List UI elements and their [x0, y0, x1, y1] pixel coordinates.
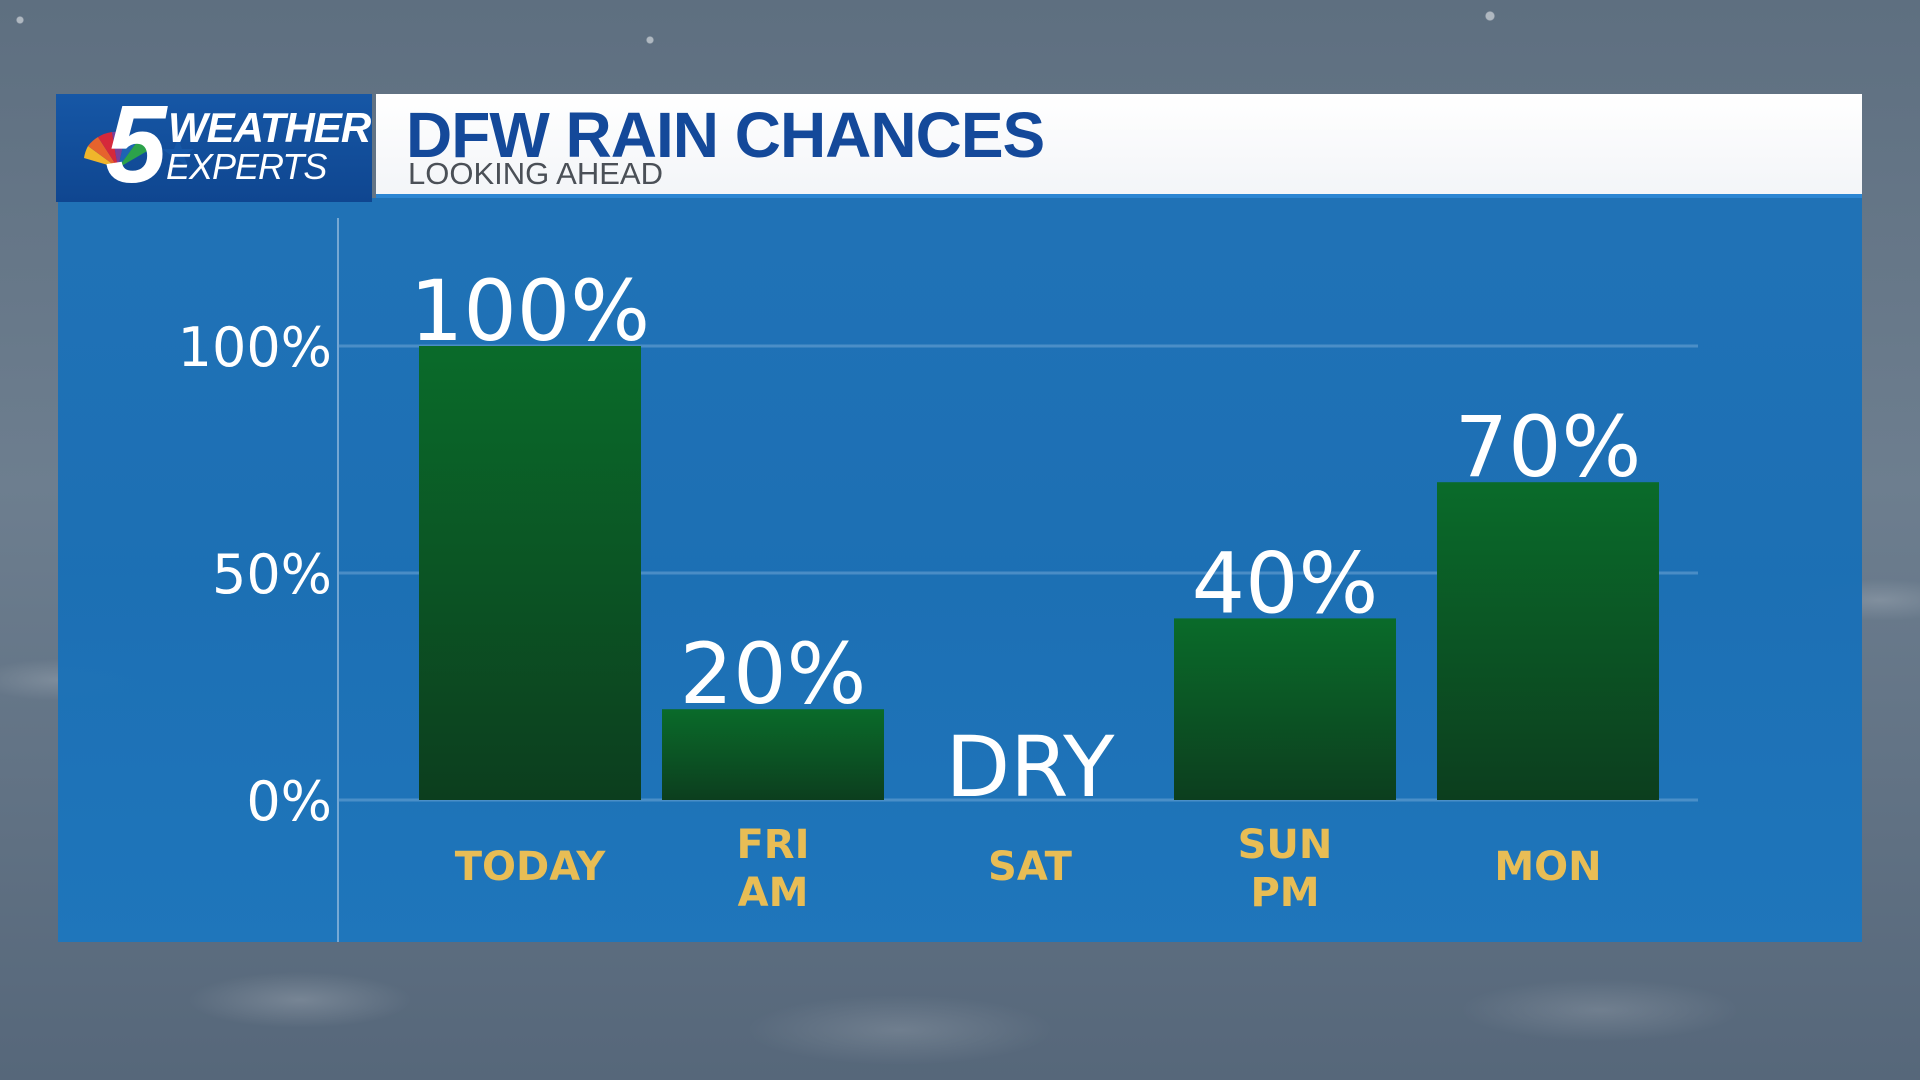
category-label: SUN PM — [1238, 822, 1333, 916]
logo-numeral: 5 — [105, 94, 168, 202]
station-logo: 5 WEATHER EXPERTS — [56, 94, 372, 202]
bar — [419, 346, 641, 800]
category-label: SAT — [988, 844, 1073, 890]
page-subtitle: LOOKING AHEAD — [408, 156, 663, 191]
category-label: FRI AM — [736, 822, 809, 916]
logo-experts-text: EXPERTS — [166, 146, 327, 187]
bar-value-label: 20% — [680, 625, 867, 723]
y-tick-label: 0% — [246, 770, 332, 833]
category-label: MON — [1494, 844, 1601, 890]
bar-value-label: 40% — [1192, 534, 1379, 632]
bar — [1174, 618, 1396, 800]
bar-value-label: 70% — [1455, 398, 1642, 496]
y-tick-label: 50% — [212, 543, 332, 606]
bar — [662, 709, 884, 800]
title-bar: DFW RAIN CHANCES LOOKING AHEAD — [376, 94, 1862, 198]
page-title: DFW RAIN CHANCES — [406, 99, 1045, 171]
logo-weather-text: WEATHER — [168, 104, 371, 151]
bar — [1437, 482, 1659, 800]
y-tick-label: 100% — [178, 316, 332, 379]
bar-value-label: 100% — [410, 262, 650, 360]
category-label: TODAY — [455, 844, 607, 890]
peacock-five-icon: 5 — [84, 94, 194, 202]
bar-value-label: DRY — [946, 718, 1116, 816]
